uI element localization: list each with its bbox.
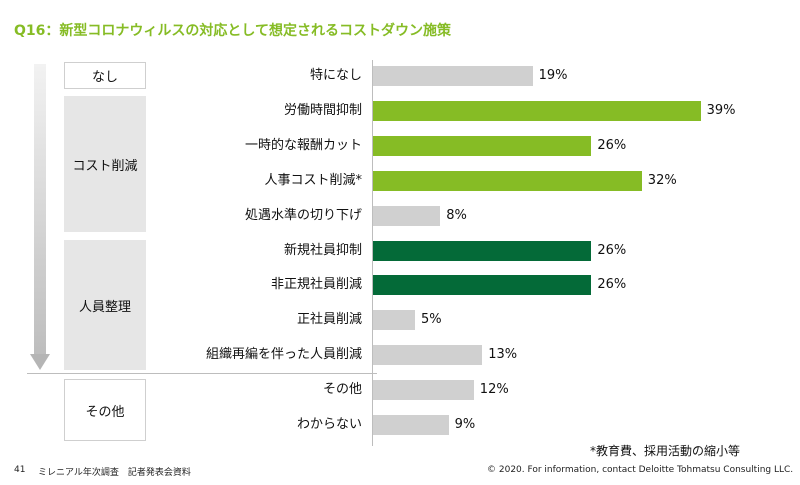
down-arrow-icon xyxy=(30,64,50,370)
value-label: 13% xyxy=(488,347,518,363)
category-label: 正社員削減 xyxy=(296,312,362,328)
category-label: 非正規社員削減 xyxy=(270,277,362,293)
bar xyxy=(373,310,415,331)
page-number: 41 xyxy=(14,465,26,475)
category-label: 処遇水準の切り下げ xyxy=(244,207,362,223)
bar xyxy=(373,415,449,435)
value-label: 19% xyxy=(538,68,568,83)
bar xyxy=(373,345,483,366)
bar xyxy=(373,170,642,191)
category-label: その他 xyxy=(322,382,362,398)
category-label: 人事コスト削減* xyxy=(264,172,362,188)
footnote: *教育費、採用活動の縮小等 xyxy=(590,444,741,458)
group-staff-reduction: 人員整理 xyxy=(64,240,146,370)
value-label: 39% xyxy=(706,102,736,118)
group-none: なし xyxy=(64,62,146,89)
bar xyxy=(373,100,701,121)
bar xyxy=(373,380,474,401)
group-cost-reduction: コスト削減 xyxy=(64,96,146,232)
value-label: 8% xyxy=(446,207,467,223)
bar xyxy=(373,240,592,261)
chart-title: Q16：新型コロナウィルスの対応として想定されるコストダウン施策 xyxy=(14,23,451,39)
category-label: わからない xyxy=(296,417,362,432)
category-label: 特になし xyxy=(309,68,362,83)
footer-document-title: ミレニアル年次調査 記者発表会資料 xyxy=(38,468,191,478)
bar xyxy=(373,205,441,226)
value-label: 26% xyxy=(597,277,627,293)
bar xyxy=(373,66,533,86)
category-axis xyxy=(372,60,373,446)
value-label: 12% xyxy=(479,382,509,398)
value-label: 26% xyxy=(597,242,627,258)
value-label: 5% xyxy=(421,312,442,328)
category-label: 組織再編を伴った人員削減 xyxy=(205,347,362,363)
value-label: 9% xyxy=(454,417,476,432)
bar xyxy=(373,135,592,156)
footer-copyright: © 2020. For information, contact Deloitt… xyxy=(487,465,794,475)
category-label: 労働時間抑制 xyxy=(283,102,362,118)
group-separator xyxy=(27,373,377,374)
value-label: 32% xyxy=(647,172,677,188)
bar xyxy=(373,275,592,296)
category-label: 新規社員抑制 xyxy=(283,242,362,258)
group-other: その他 xyxy=(64,379,146,441)
value-label: 26% xyxy=(597,137,627,153)
category-label: 一時的な報酬カット xyxy=(244,137,362,153)
